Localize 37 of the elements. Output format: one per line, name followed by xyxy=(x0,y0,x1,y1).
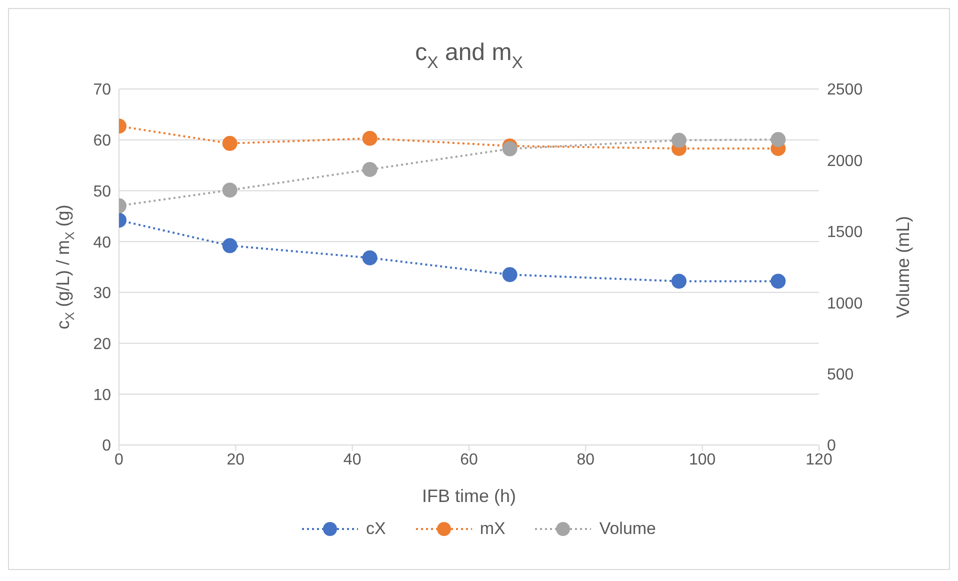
y2-tick-label: 2500 xyxy=(827,82,863,99)
y2-tick-label: 500 xyxy=(827,366,854,384)
x-tick-label: 40 xyxy=(343,451,362,468)
x-tick-label: 100 xyxy=(688,451,716,468)
point xyxy=(770,132,786,148)
y-tick-label: 70 xyxy=(93,82,112,99)
y-tick-label: 30 xyxy=(93,285,112,302)
legend-label: Volume xyxy=(599,519,656,539)
point xyxy=(362,130,378,146)
y2-tick-label: 1000 xyxy=(827,295,863,312)
chart-title: c$_{X}$ and m$_{X}$ xyxy=(415,39,523,72)
x-tick-label: 80 xyxy=(576,451,595,468)
point xyxy=(362,162,378,177)
x-tick-label: 20 xyxy=(226,451,245,468)
x-axis-title: IFB time (h) xyxy=(422,486,516,506)
point xyxy=(362,250,378,266)
point xyxy=(222,136,238,151)
point xyxy=(222,238,238,254)
y-tick-label: 50 xyxy=(93,183,112,200)
y-tick-label: 10 xyxy=(93,386,112,404)
y2-tick-label: 2000 xyxy=(827,152,863,170)
point xyxy=(672,274,686,289)
y-tick-label: 0 xyxy=(102,438,112,455)
point xyxy=(672,132,686,148)
point xyxy=(502,141,518,156)
y-tick-label: 20 xyxy=(93,336,112,353)
y2-tick-label: 1500 xyxy=(827,224,863,242)
y-tick-label: 40 xyxy=(93,234,112,252)
legend-label: cX xyxy=(366,519,386,539)
point xyxy=(222,182,238,198)
legend-label: mX xyxy=(480,519,506,539)
y2-axis-title: Volume (mL) xyxy=(892,216,913,318)
point xyxy=(770,274,786,289)
point xyxy=(502,267,518,282)
y-tick-label: 60 xyxy=(93,132,112,150)
x-tick-label: 0 xyxy=(114,451,124,468)
x-tick-label: 60 xyxy=(460,451,478,468)
